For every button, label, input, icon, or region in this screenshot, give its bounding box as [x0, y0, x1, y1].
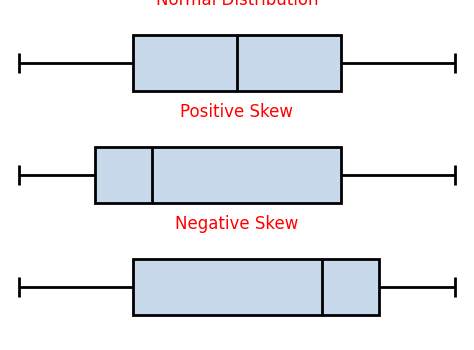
Text: Normal Distribution: Normal Distribution	[156, 0, 318, 9]
Bar	[95, 147, 341, 203]
Text: Positive Skew: Positive Skew	[181, 103, 293, 121]
Bar	[133, 35, 341, 91]
Text: Negative Skew: Negative Skew	[175, 215, 299, 233]
Bar	[133, 259, 379, 315]
